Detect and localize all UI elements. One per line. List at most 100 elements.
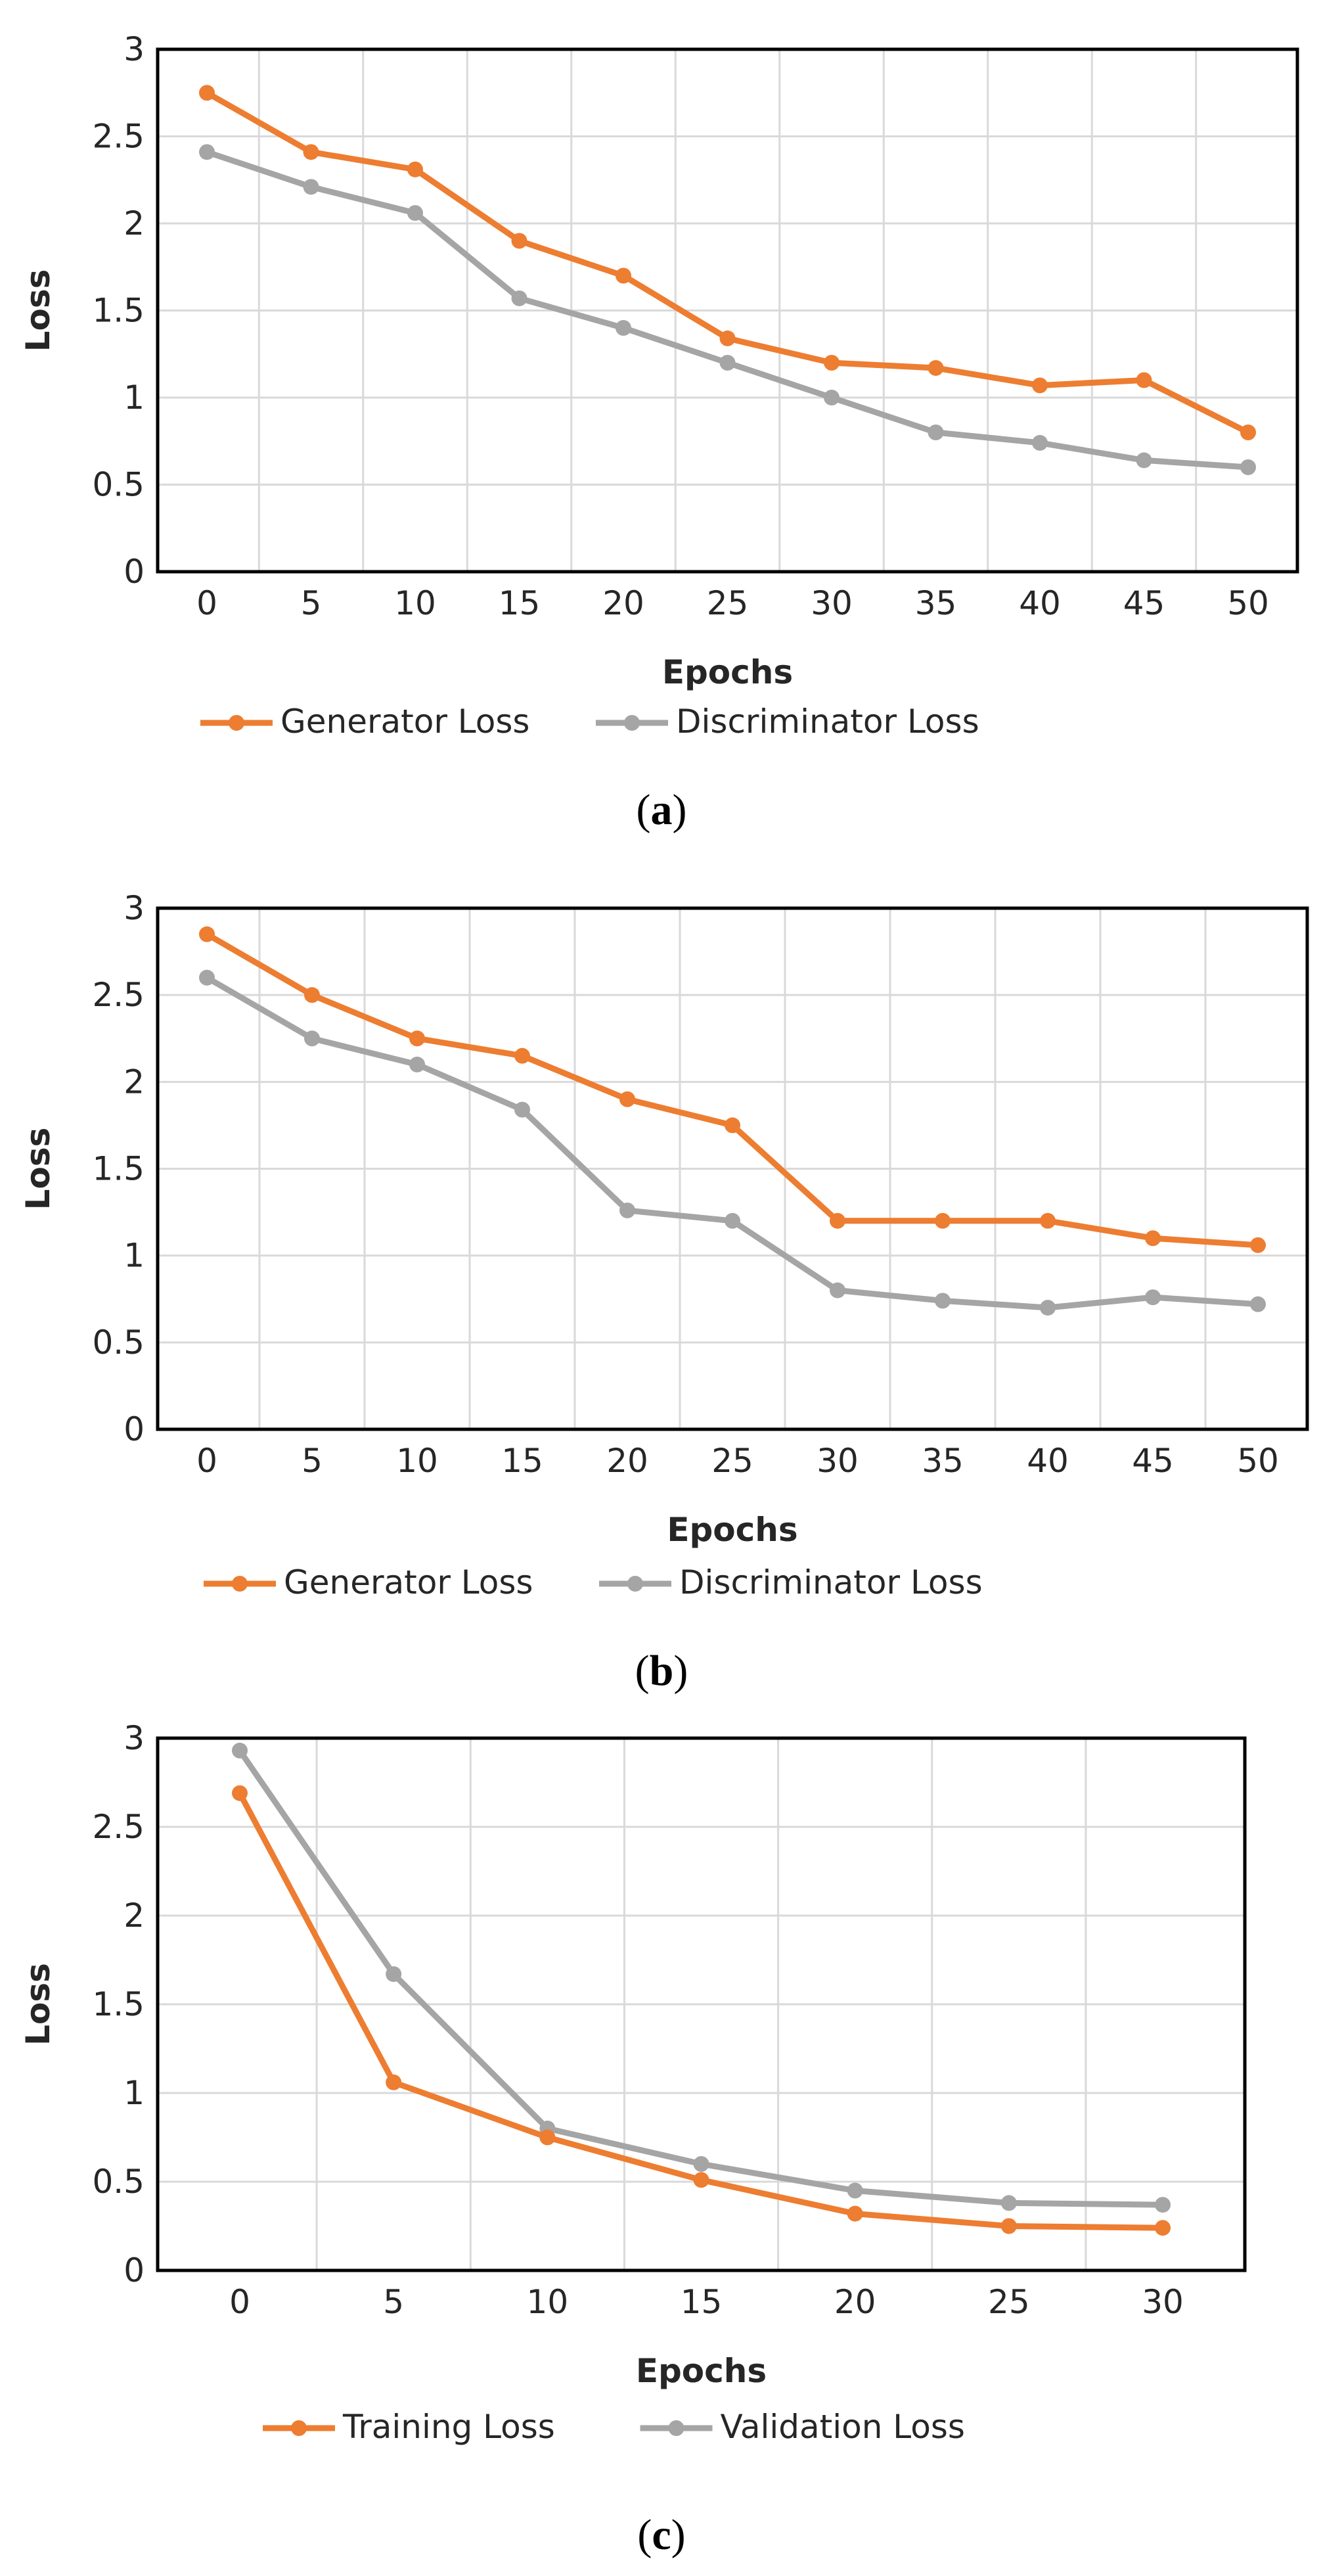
data-point	[386, 1966, 402, 1983]
x-tick-label: 20	[606, 1442, 648, 1480]
y-axis-title: Loss	[19, 1128, 57, 1210]
data-point	[199, 926, 215, 942]
x-tick-label: 5	[301, 584, 322, 622]
x-tick-label: 30	[811, 584, 853, 622]
data-point	[928, 359, 944, 376]
chart-panel-2: 00.511.522.530 5 10 15 20 25 30EpochsLossTrain…	[19, 1719, 1247, 2446]
x-axis-title: Epochs	[667, 1511, 797, 1549]
data-point	[1250, 1237, 1266, 1253]
x-tick-label: 25	[988, 2283, 1030, 2321]
x-tick-label: 40	[1019, 584, 1061, 622]
x-tick-label: 25	[711, 1442, 753, 1480]
y-tick-label: 0	[123, 553, 145, 591]
legend-item: Training Loss	[263, 2408, 555, 2446]
data-point	[830, 1212, 845, 1229]
data-point	[1145, 1289, 1161, 1306]
data-point	[539, 2129, 556, 2146]
y-tick-label: 1	[123, 379, 145, 417]
chart-panel-1: 00.511.522.530 5 10 15 20 25 30 35 40 45 50EpochsL…	[19, 889, 1309, 1601]
x-tick-label: 15	[499, 584, 541, 622]
data-point	[693, 2156, 709, 2172]
x-tick-label: 45	[1132, 1442, 1174, 1480]
legend-item: Generator Loss	[204, 1563, 533, 1601]
y-axis-title: Loss	[19, 269, 57, 352]
chart-panel-0: 00.511.522.530 5 10 15 20 25 30 35 40 45 50EpochsL…	[19, 30, 1299, 741]
data-point	[304, 1030, 320, 1047]
y-tick-label: 1.5	[92, 1150, 145, 1188]
data-point	[935, 1293, 951, 1309]
x-tick-label: 0	[229, 2283, 250, 2321]
legend-swatch-marker	[291, 2420, 307, 2436]
x-axis-title: Epochs	[636, 2352, 767, 2390]
x-tick-label: 20	[834, 2283, 876, 2321]
data-point	[409, 1056, 425, 1072]
legend-item: Discriminator Loss	[596, 702, 979, 741]
x-tick-label: 15	[501, 1442, 543, 1480]
data-point	[1032, 434, 1048, 451]
y-tick-label: 0.5	[92, 1323, 145, 1362]
x-tick-label: 50	[1237, 1442, 1279, 1480]
data-point	[619, 1091, 635, 1107]
x-tick-label: 0	[196, 1442, 217, 1480]
legend-swatch-marker	[627, 1576, 643, 1592]
data-point	[847, 2205, 863, 2222]
legend-label: Generator Loss	[280, 702, 529, 741]
data-point	[1000, 2195, 1017, 2211]
data-point	[514, 1047, 530, 1064]
data-point	[935, 1212, 951, 1229]
y-tick-label: 3	[123, 889, 145, 927]
data-point	[511, 290, 527, 306]
data-point	[409, 1030, 425, 1047]
data-point	[1155, 2220, 1171, 2236]
data-point	[824, 355, 840, 371]
legend-label: Training Loss	[342, 2408, 555, 2446]
y-tick-label: 0	[123, 1410, 145, 1448]
data-point	[725, 1117, 740, 1134]
series-line	[236, 1747, 1166, 2208]
y-tick-label: 1.5	[92, 1985, 145, 2023]
data-point	[199, 85, 215, 101]
legend-label: Generator Loss	[284, 1563, 533, 1601]
x-tick-label: 10	[394, 584, 436, 622]
caption-c: (c)	[637, 2511, 686, 2559]
legend-label: Validation Loss	[721, 2408, 965, 2446]
y-tick-label: 0.5	[92, 466, 145, 504]
data-point	[824, 390, 840, 405]
data-point	[1136, 452, 1152, 469]
legend-label: Discriminator Loss	[676, 702, 979, 741]
data-point	[928, 425, 944, 440]
legend-label: Discriminator Loss	[679, 1563, 983, 1601]
data-point	[407, 161, 423, 177]
x-tick-label: 0	[196, 584, 217, 622]
legend-swatch-marker	[624, 715, 640, 731]
data-point	[1155, 2197, 1171, 2213]
legend-item: Generator Loss	[200, 702, 529, 741]
x-tick-label: 30	[1142, 2283, 1184, 2321]
data-point	[616, 267, 631, 284]
data-point	[1040, 1212, 1056, 1229]
x-tick-label: 45	[1123, 584, 1165, 622]
data-point	[514, 1101, 530, 1118]
y-axis-title: Loss	[19, 1963, 57, 2046]
data-point	[1250, 1296, 1266, 1312]
data-point	[1240, 425, 1256, 440]
data-point	[511, 233, 527, 249]
data-point	[304, 987, 320, 1003]
y-tick-label: 1	[123, 1237, 145, 1275]
x-tick-label: 40	[1027, 1442, 1069, 1480]
data-point	[719, 330, 736, 346]
legend-item: Validation Loss	[640, 2408, 965, 2446]
y-tick-label: 0.5	[92, 2163, 145, 2201]
x-axis-title: Epochs	[662, 653, 793, 691]
legend-swatch-marker	[232, 1576, 248, 1592]
y-tick-label: 2	[123, 204, 145, 242]
data-point	[693, 2172, 709, 2188]
x-tick-label: 5	[383, 2283, 404, 2321]
y-tick-label: 2	[123, 1897, 145, 1935]
data-point	[725, 1212, 740, 1229]
plot-frame	[156, 47, 1299, 574]
x-tick-label: 50	[1227, 584, 1269, 622]
x-tick-label: 5	[302, 1442, 323, 1480]
data-point	[616, 320, 631, 336]
